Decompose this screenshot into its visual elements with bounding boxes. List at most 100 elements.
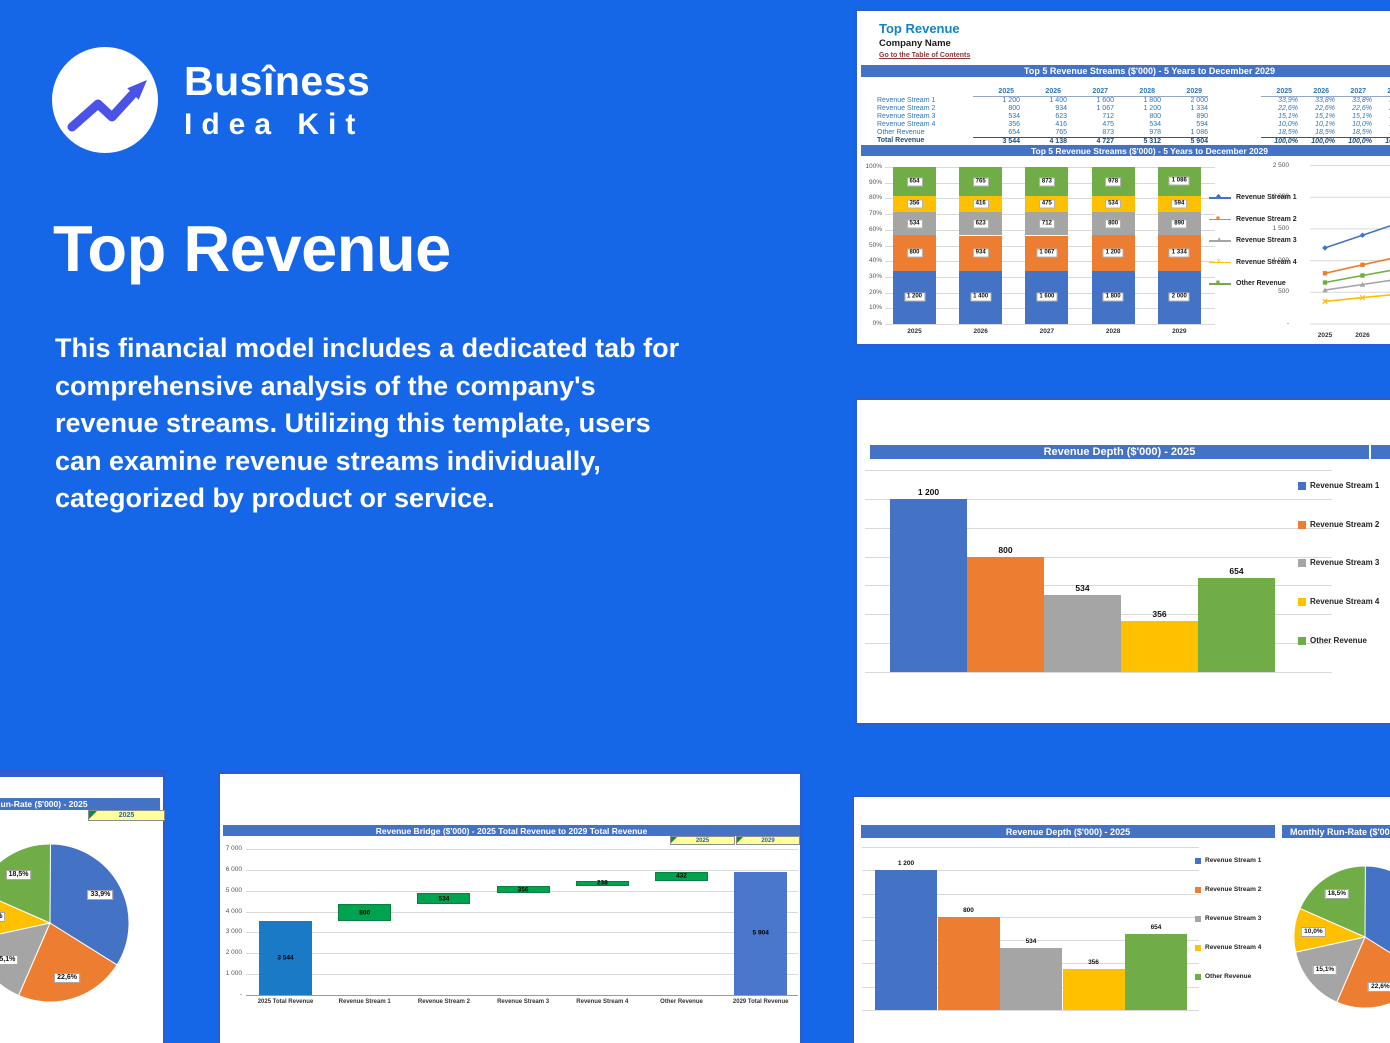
row-value: 1 600 — [1096, 97, 1114, 104]
line-marker — [1322, 287, 1328, 293]
run-rate-pie-chart[interactable] — [1274, 837, 1390, 1043]
toc-link[interactable]: Go to the Table of Contents — [879, 52, 971, 59]
legend-marker-icon: ■ — [1216, 279, 1220, 286]
pct-year-header: 2025 — [1261, 88, 1298, 97]
data-label: 2 000 — [1168, 292, 1190, 302]
grid-line — [862, 870, 1199, 872]
total-pct: 100,0% — [1372, 137, 1390, 147]
y-axis-label: 2 500 — [1272, 161, 1289, 169]
line-marker — [1359, 294, 1366, 301]
row-value: 623 — [1055, 113, 1067, 120]
table-cell — [877, 81, 973, 97]
legend-label: Revenue Stream 1 — [1310, 481, 1380, 490]
data-label: 800 — [1105, 219, 1122, 228]
selector-flag-icon — [89, 811, 97, 819]
total-value: 5 312 — [1114, 137, 1161, 147]
legend-swatch — [1298, 598, 1306, 606]
row-value: 654 — [1008, 129, 1020, 136]
bridge-title-band: Revenue Bridge ($'000) - 2025 Total Reve… — [223, 825, 800, 836]
bar — [1125, 933, 1187, 1010]
page-title: Top Revenue — [53, 212, 451, 285]
row-pct: 22,6% — [1315, 105, 1335, 112]
x-axis-label: Revenue Stream 3 — [497, 999, 550, 1005]
y-axis-label: 0% — [872, 320, 882, 327]
x-axis-label: Other Revenue — [660, 999, 703, 1005]
year-header: 2026 — [1020, 88, 1067, 97]
selector-value: 2029 — [761, 837, 775, 844]
pie-slice — [0, 922, 51, 997]
row-pct: 33,8% — [1352, 97, 1372, 104]
trend-arrow-icon — [67, 80, 147, 132]
y-axis-label: - — [1286, 320, 1289, 327]
data-label: 534 — [906, 219, 923, 229]
revenue-depth-chart-small[interactable]: 1 200 800 534 356 654 — [862, 837, 1207, 1022]
row-value: 800 — [1008, 105, 1020, 112]
line-marker — [1360, 262, 1365, 267]
pie-data-label: 15,1% — [1312, 964, 1338, 975]
page-description: This financial model includes a dedicate… — [55, 333, 680, 513]
row-value: 1 200 — [1002, 97, 1020, 104]
x-axis-label: 2026 — [1355, 332, 1370, 339]
data-label: 654 — [1229, 565, 1244, 576]
bar — [890, 498, 967, 672]
year-selector[interactable]: 2025 — [88, 810, 165, 821]
legend-swatch — [1195, 858, 1201, 864]
revenue-bridge-chart[interactable]: 7 000 6 000 5 000 4 000 3 000 2 000 1 000 - 3 54… — [220, 774, 804, 1043]
legend-label: Revenue Stream 3 — [1236, 237, 1297, 244]
row-value: 800 — [1149, 113, 1161, 120]
revenue-table[interactable]: 202520262027202820292025202620272028Reve… — [877, 81, 1390, 147]
grid-line — [246, 848, 798, 850]
grid-line — [865, 470, 1332, 471]
grid-line — [862, 1010, 1199, 1011]
data-label: 765 — [972, 177, 989, 186]
pie-data-label: 33,9% — [87, 890, 114, 901]
grid-line — [865, 672, 1332, 673]
pie-data-label: 18,5% — [1324, 888, 1350, 899]
row-pct: 33,9% — [1278, 97, 1298, 104]
data-label: 623 — [972, 219, 989, 229]
sheet-title: Top Revenue — [879, 21, 960, 36]
pie-slice — [0, 843, 52, 924]
row-label: Revenue Stream 4 — [877, 121, 936, 128]
panel-revenue-bridge: Revenue Bridge ($'000) - 2025 Total Reve… — [218, 772, 802, 1043]
legend-line — [1209, 283, 1231, 285]
y-axis-label: 7 000 — [225, 844, 242, 852]
grid-line — [862, 916, 1199, 918]
data-label: 534 — [1075, 583, 1090, 593]
legend-label: Revenue Stream 3 — [1205, 915, 1262, 922]
revenue-depth-chart[interactable]: 1 200 800 534 356 654 — [865, 460, 1340, 690]
table-cell — [1208, 129, 1261, 137]
line-series — [1324, 279, 1390, 291]
row-value: 1 086 — [1190, 129, 1208, 136]
legend-swatch — [1298, 521, 1306, 529]
row-value: 890 — [1196, 113, 1208, 120]
line-marker — [1322, 245, 1328, 251]
panel-revenue-depth: Revenue Depth ($'000) - 2025 1 200 800 534… — [855, 398, 1390, 725]
data-label: 534 — [438, 895, 450, 903]
year-header: 2027 — [1067, 88, 1114, 97]
legend-label: Revenue Stream 2 — [1236, 215, 1297, 223]
data-label: 1 200 — [1102, 248, 1124, 258]
total-value: 3 544 — [973, 137, 1020, 147]
line-series — [1324, 269, 1390, 284]
legend-line — [1209, 261, 1231, 264]
row-pct: 22,6% — [1372, 105, 1390, 113]
stacked-bar-chart[interactable]: 1 200 800 534 356 654 2025 1 400 934 623 416 765 20… — [885, 167, 1215, 335]
total-pct: 100,0% — [1261, 137, 1298, 147]
y-axis-label: 50% — [868, 241, 882, 249]
pie-slice — [0, 900, 52, 935]
line-series — [1324, 257, 1390, 275]
legend-label: Other Revenue — [1205, 973, 1252, 980]
bar — [937, 916, 1000, 1010]
y-axis-label: 4 000 — [225, 907, 242, 915]
legend-label: Revenue Stream 2 — [1310, 520, 1380, 529]
pie-slice — [17, 922, 118, 1003]
data-label: 534 — [1105, 199, 1122, 209]
year-selector-end[interactable]: 2029 — [736, 836, 800, 845]
run-rate-pie-chart[interactable] — [0, 772, 167, 1043]
year-selector-start[interactable]: 2025 — [670, 836, 735, 845]
data-label: 712 — [1038, 219, 1055, 229]
legend-swatch — [1298, 559, 1306, 567]
legend-label: Other Revenue — [1310, 636, 1367, 645]
